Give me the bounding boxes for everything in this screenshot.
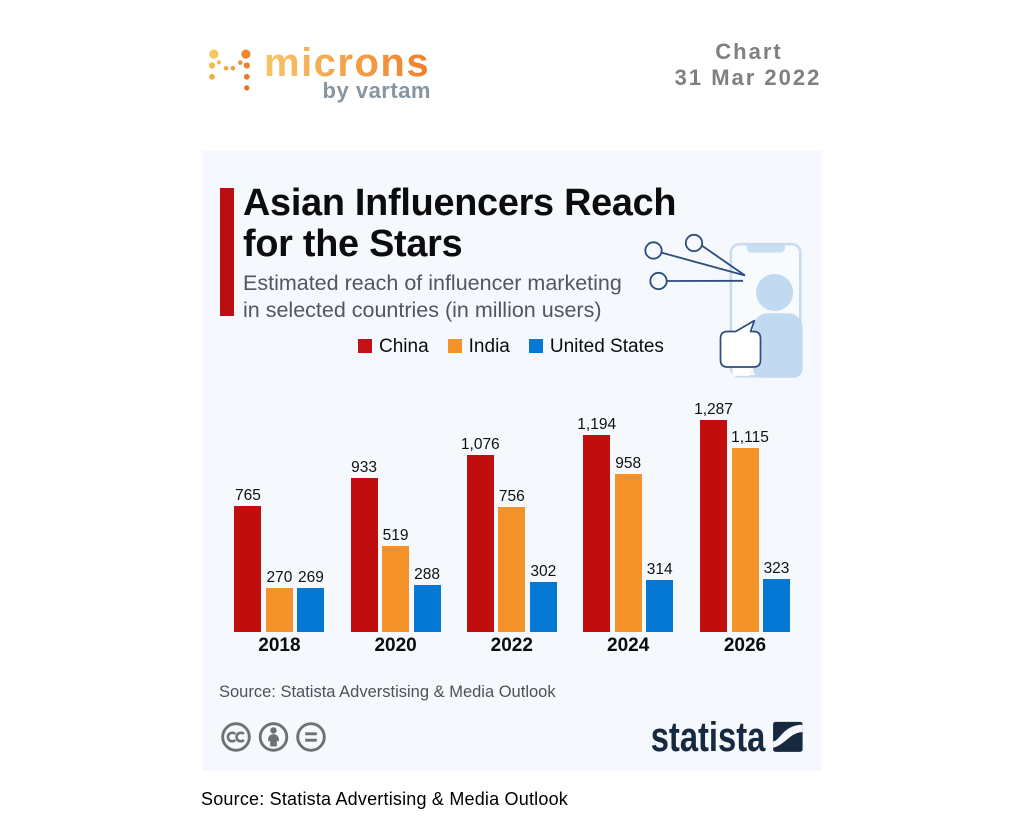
- svg-text:by vartam: by vartam: [323, 78, 431, 103]
- svg-text:microns: microns: [264, 41, 430, 85]
- svg-text:statista: statista: [651, 721, 767, 757]
